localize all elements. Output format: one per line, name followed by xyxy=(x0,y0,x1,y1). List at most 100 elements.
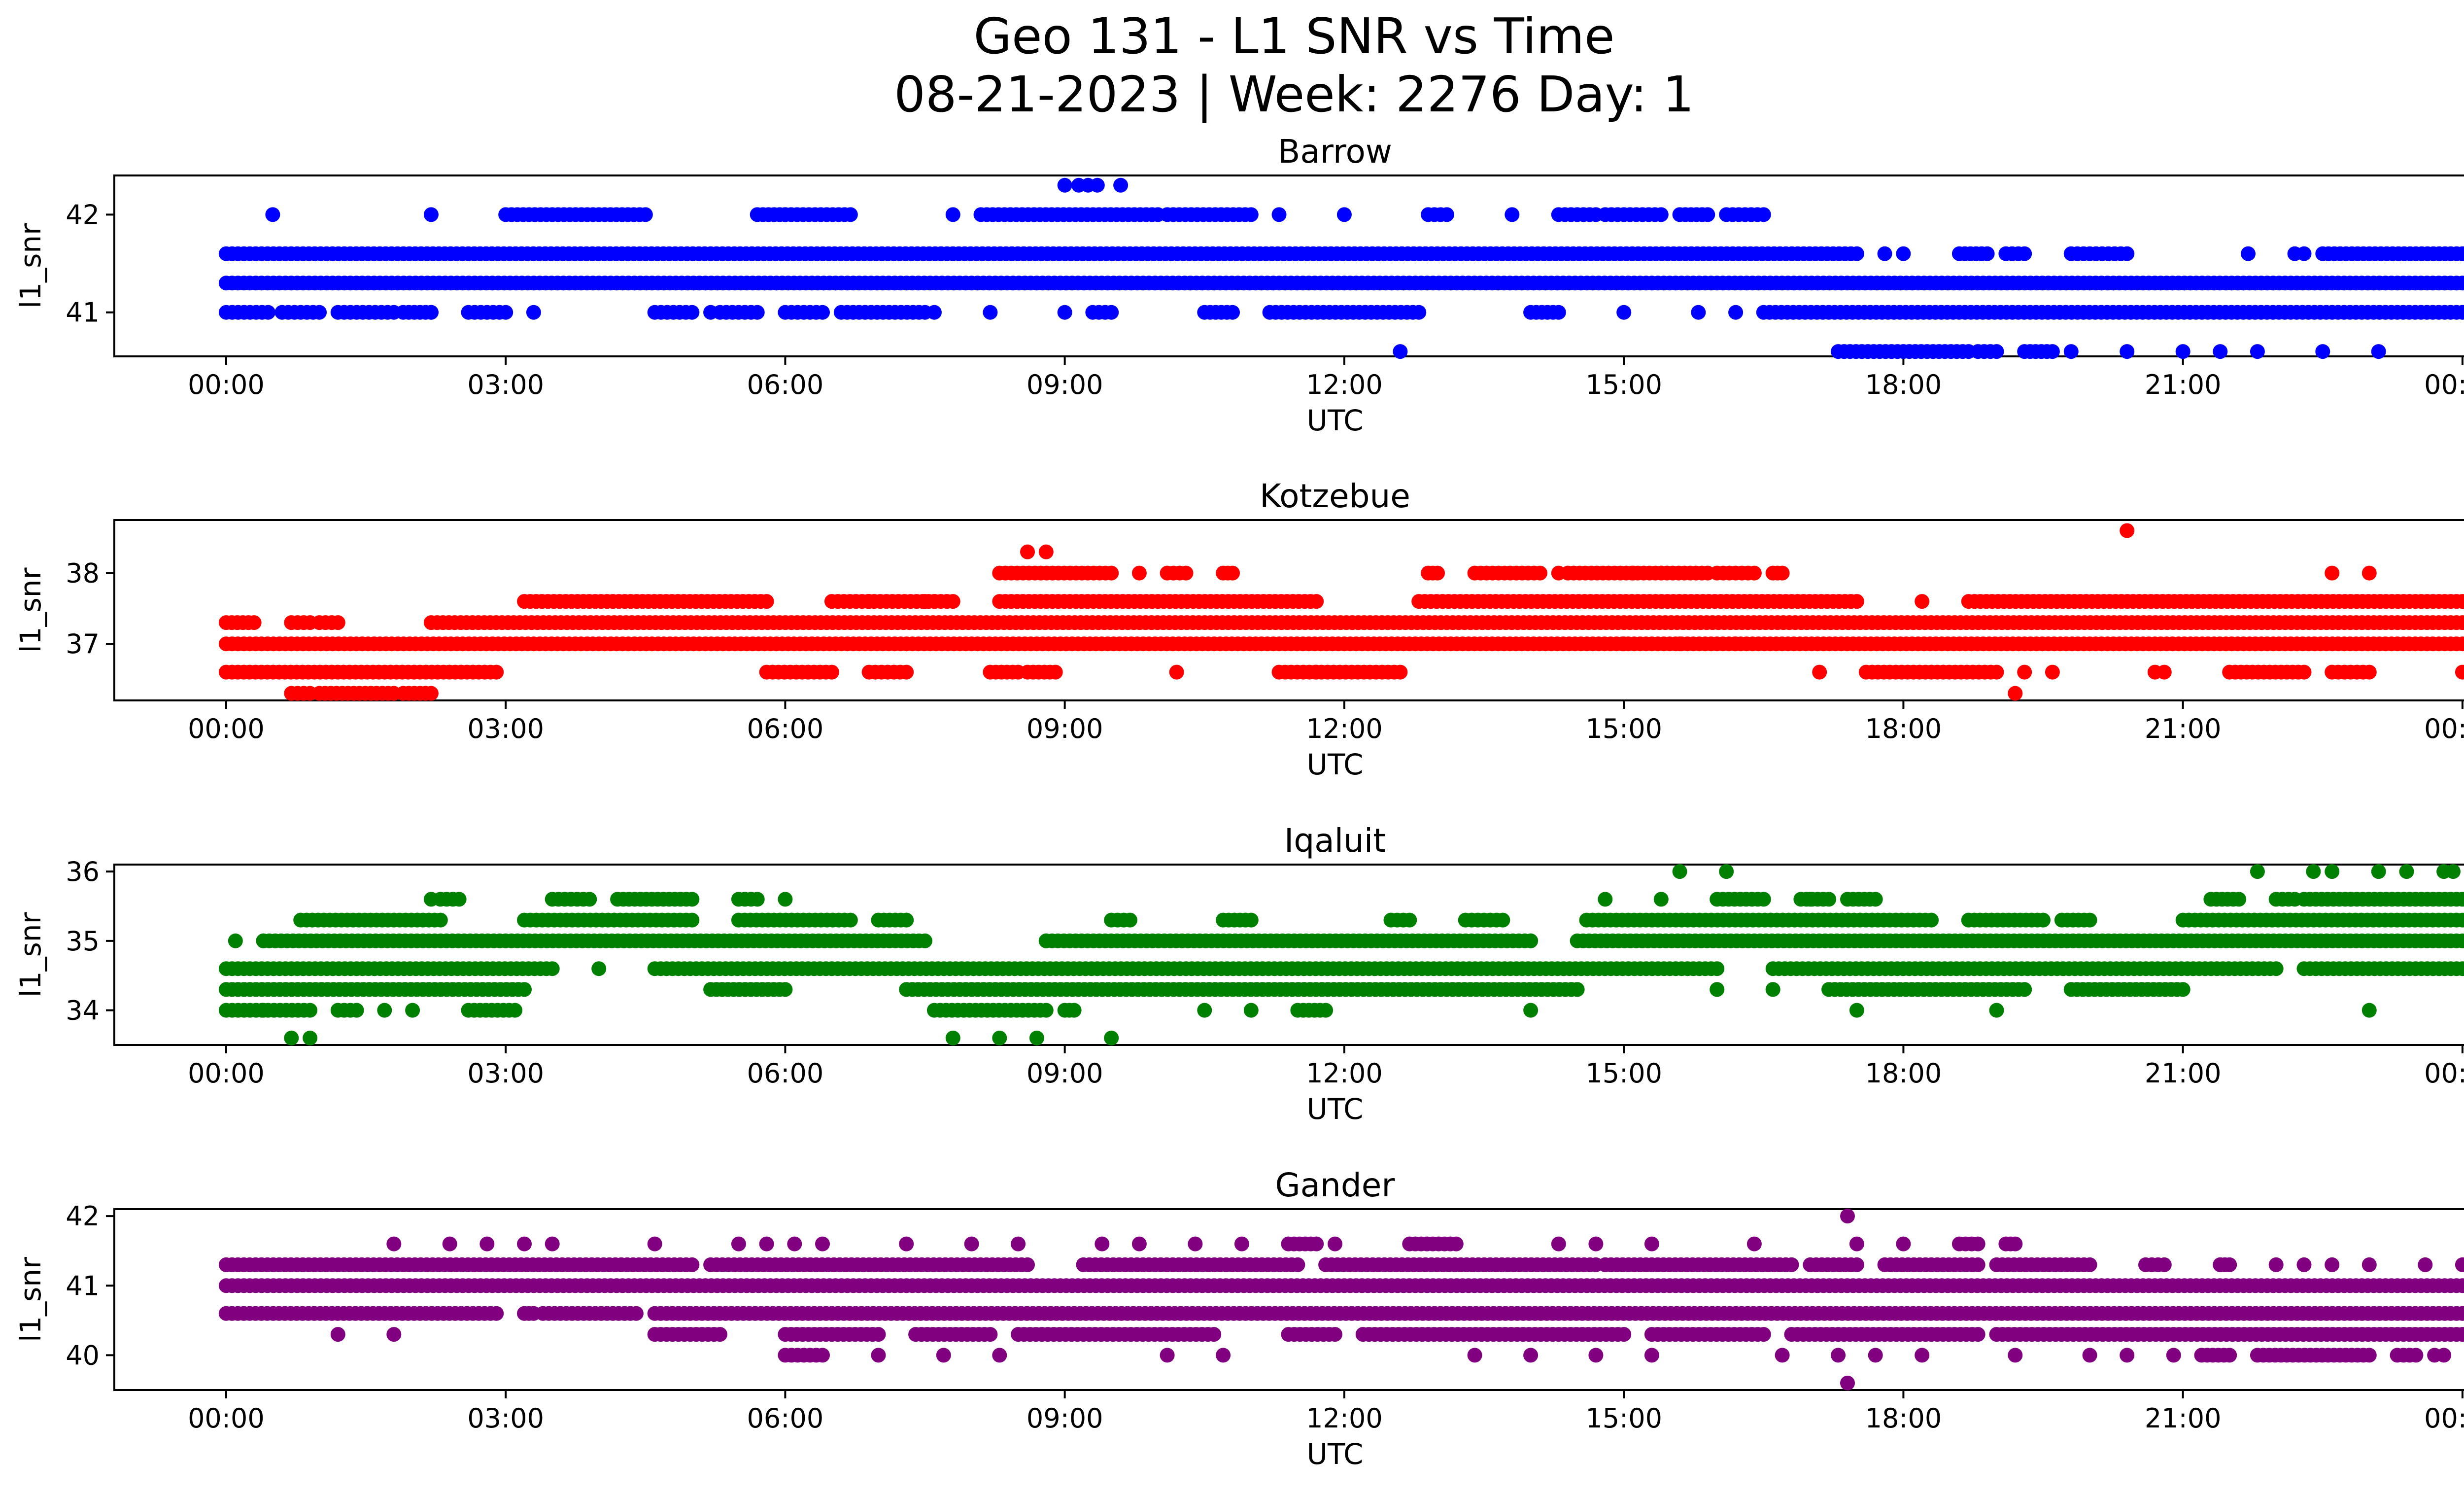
y-tick-label: 35 xyxy=(66,926,100,957)
data-point xyxy=(2455,246,2464,261)
data-point xyxy=(423,892,439,907)
data-point xyxy=(2036,912,2051,928)
data-point xyxy=(1970,1257,1985,1272)
x-tick-label: 00:00 xyxy=(2424,369,2464,400)
data-point xyxy=(582,892,597,907)
y-tick-label: 41 xyxy=(66,297,100,328)
data-point xyxy=(433,912,448,928)
x-tick-label: 06:00 xyxy=(747,369,824,400)
data-point xyxy=(1849,1003,1864,1018)
data-point xyxy=(349,1003,364,1018)
data-point xyxy=(2241,246,2256,261)
data-point xyxy=(498,305,513,320)
data-point xyxy=(1057,177,1072,193)
data-point xyxy=(1178,565,1194,581)
data-point xyxy=(1989,1003,2004,1018)
data-point xyxy=(1402,912,1417,928)
data-point xyxy=(303,1030,318,1045)
data-point xyxy=(2175,982,2190,997)
x-tick-label: 12:00 xyxy=(1306,1058,1383,1089)
data-point xyxy=(1849,1257,1864,1272)
data-point xyxy=(899,664,914,680)
data-point xyxy=(1336,207,1352,222)
data-point xyxy=(517,982,532,997)
panel-gander: Gander UTC l1_snr 00:00 03:00 06:00 09:00 12… xyxy=(14,1166,2464,1471)
x-tick-label: 09:00 xyxy=(1027,369,1103,400)
data-point xyxy=(992,1030,1007,1045)
x-tick-label: 18:00 xyxy=(1865,369,1942,400)
data-point xyxy=(2120,246,2135,261)
data-point xyxy=(899,912,914,928)
data-point xyxy=(2231,892,2247,907)
data-point xyxy=(2082,912,2097,928)
data-point xyxy=(713,1327,727,1342)
data-point xyxy=(703,305,719,320)
data-point xyxy=(2371,864,2386,879)
data-point xyxy=(1243,207,1259,222)
y-tick-label: 34 xyxy=(66,995,100,1026)
x-tick-label: 18:00 xyxy=(1865,713,1942,744)
data-point xyxy=(1784,1257,1799,1272)
panel-iqaluit: Iqaluit UTC l1_snr 00:00 03:00 06:00 09:00 1… xyxy=(14,822,2464,1126)
data-point xyxy=(2455,615,2464,630)
data-point xyxy=(1719,864,1734,879)
data-point xyxy=(684,305,700,320)
data-point xyxy=(1765,982,1780,997)
data-point xyxy=(2446,864,2461,879)
data-point xyxy=(1728,636,1744,652)
x-tick-label: 06:00 xyxy=(747,1058,824,1089)
data-point xyxy=(1746,565,1762,581)
data-point xyxy=(1271,207,1287,222)
x-tick-label: 21:00 xyxy=(2145,1403,2222,1434)
x-axis-label: UTC xyxy=(1307,1092,1364,1126)
y-tick-label: 40 xyxy=(66,1340,100,1371)
x-tick-label: 18:00 xyxy=(1865,1058,1942,1089)
data-point xyxy=(918,933,932,948)
data-point xyxy=(1653,565,1669,581)
data-point xyxy=(1225,305,1240,320)
data-point xyxy=(1020,544,1035,559)
data-point xyxy=(926,305,942,320)
x-tick-label: 00:00 xyxy=(2424,713,2464,744)
data-point xyxy=(423,305,439,320)
data-point xyxy=(2017,982,2032,997)
y-tick-label: 38 xyxy=(66,558,100,589)
plot-frame xyxy=(113,174,2464,357)
data-point xyxy=(815,305,830,320)
x-axis-label: UTC xyxy=(1307,748,1364,781)
data-point xyxy=(2045,664,2060,680)
data-point xyxy=(628,1306,644,1321)
data-point xyxy=(2120,344,2135,359)
plot-frame xyxy=(113,864,2464,1046)
data-point xyxy=(377,1003,392,1018)
data-point xyxy=(1672,864,1687,879)
data-point xyxy=(591,961,607,976)
data-point xyxy=(2250,344,2265,359)
data-point xyxy=(1020,1257,1035,1272)
data-point xyxy=(1411,305,1427,320)
data-point xyxy=(2361,1003,2377,1018)
y-tick-label: 41 xyxy=(66,1270,100,1301)
panel-barrow: Barrow UTC l1_snr 00:00 03:00 06:00 09:00 12… xyxy=(14,133,2464,437)
panel-title: Barrow xyxy=(1278,133,1392,171)
x-tick-label: 03:00 xyxy=(467,369,544,400)
x-tick-label: 00:00 xyxy=(2424,1403,2464,1434)
x-tick-label: 00:00 xyxy=(188,1058,265,1089)
data-point xyxy=(1290,1257,1305,1272)
x-tick-label: 00:00 xyxy=(2424,1058,2464,1089)
panel-kotzebue: Kotzebue UTC l1_snr 00:00 03:00 06:00 09:00… xyxy=(14,477,2464,781)
data-point xyxy=(1048,664,1063,680)
data-point xyxy=(489,664,504,680)
x-tick-label: 12:00 xyxy=(1306,1403,1383,1434)
data-point xyxy=(1728,305,1744,320)
data-point xyxy=(1439,207,1454,222)
data-point xyxy=(2017,664,2032,680)
data-point xyxy=(2008,686,2023,701)
data-point xyxy=(1691,305,1706,320)
data-point xyxy=(684,912,700,928)
x-tick-label: 15:00 xyxy=(1585,1058,1662,1089)
x-tick-label: 03:00 xyxy=(467,1058,544,1089)
data-point xyxy=(1495,912,1510,928)
data-point xyxy=(1430,565,1445,581)
